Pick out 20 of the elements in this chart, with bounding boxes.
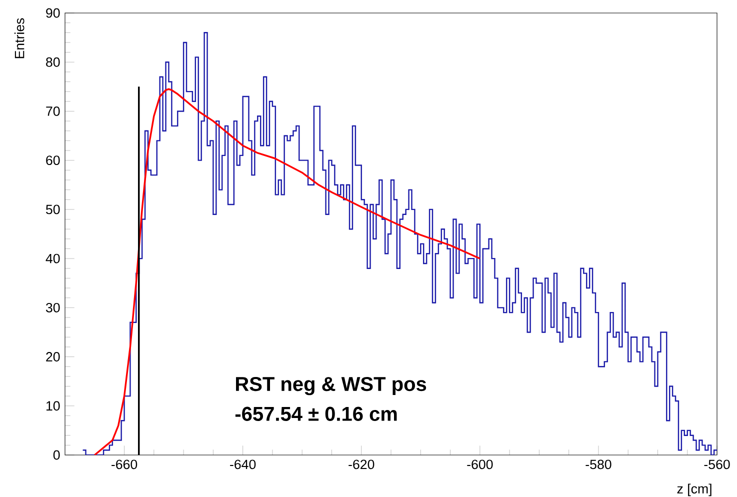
annotation: -657.54 ± 0.16 cm xyxy=(235,406,397,421)
y-axis-title: Entries xyxy=(14,18,24,58)
annotation: RST neg & WST pos xyxy=(236,376,426,396)
y-tick-label: 60 xyxy=(46,156,60,166)
x-axis-title: z [cm] xyxy=(677,484,712,496)
y-tick-label: 20 xyxy=(46,352,60,362)
x-tick-label: -600 xyxy=(467,460,493,470)
x-tick-label: -580 xyxy=(586,460,612,470)
y-tick-label: 0 xyxy=(53,450,60,460)
x-tick-label: -560 xyxy=(704,460,730,470)
y-tick-label: 70 xyxy=(46,106,60,116)
x-tick-label: -620 xyxy=(348,460,374,470)
y-tick-label: 80 xyxy=(46,57,60,67)
y-tick-label: 40 xyxy=(46,254,60,264)
x-tick-label: -640 xyxy=(230,460,256,470)
y-tick-label: 10 xyxy=(46,401,60,411)
x-tick-label: -660 xyxy=(112,460,138,470)
y-tick-label: 30 xyxy=(46,302,60,312)
y-tick-label: 90 xyxy=(46,8,60,18)
y-tick-label: 50 xyxy=(46,204,60,214)
